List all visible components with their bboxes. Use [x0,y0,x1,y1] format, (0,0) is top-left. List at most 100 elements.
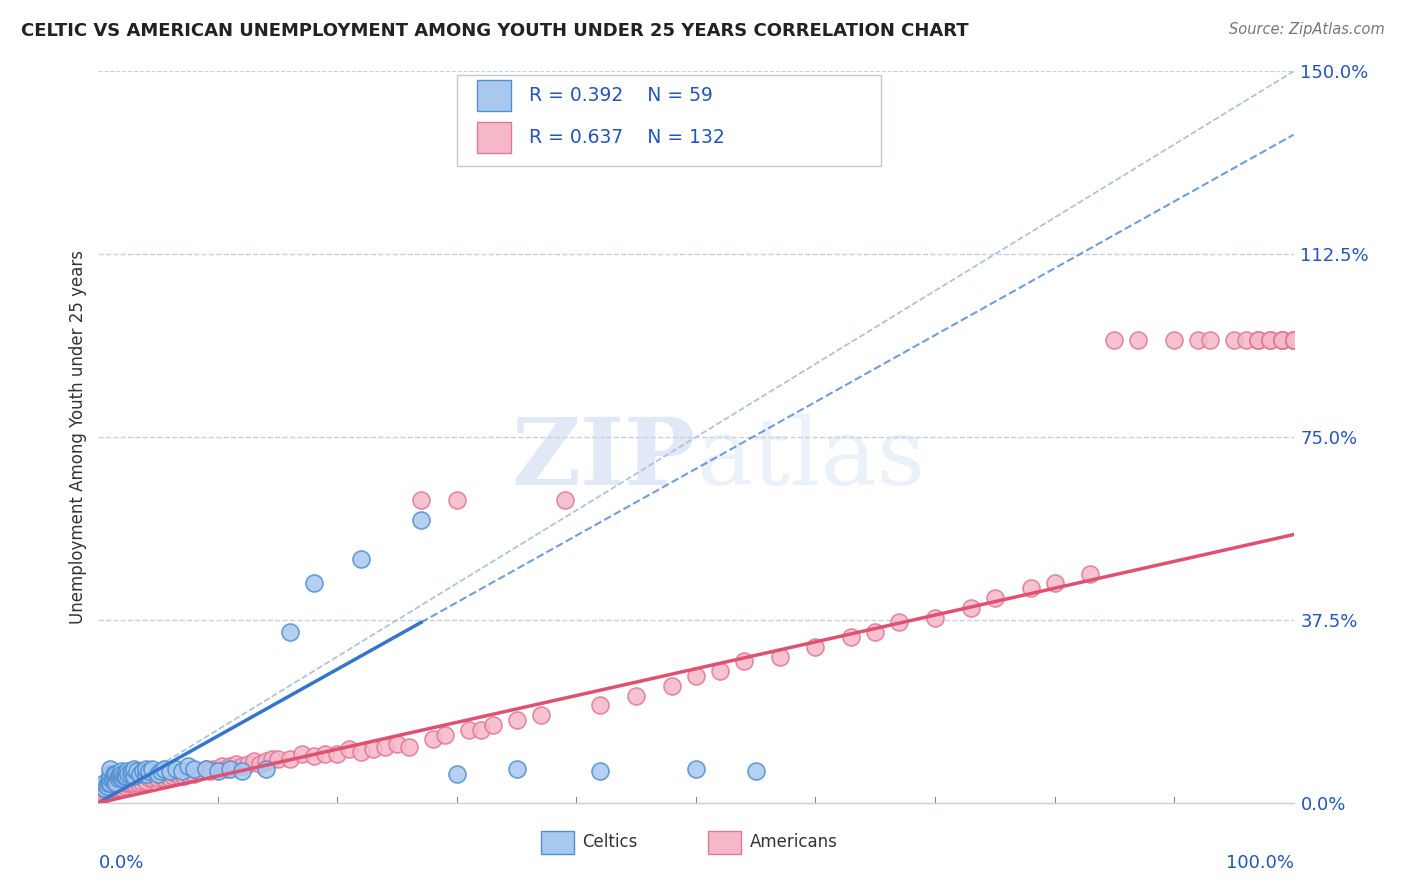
Point [865,625,887,640]
Point [132,772,155,786]
Point [215,762,238,776]
Point [254,762,277,776]
Point [219,762,242,776]
Point [1282,333,1305,347]
FancyBboxPatch shape [457,75,882,167]
Point [291,747,314,761]
Point [1271,333,1294,347]
Point [190,764,212,778]
Point [138,772,160,786]
Point [339,742,361,756]
Point [120,766,142,780]
Point [411,493,433,508]
Point [422,732,444,747]
Point [103,781,125,796]
Point [530,708,553,723]
Point [626,689,648,703]
Point [1019,581,1042,595]
Point [115,764,138,778]
Point [107,779,129,793]
Point [326,747,349,761]
Point [153,772,176,786]
Point [98,779,122,793]
Point [924,610,946,624]
Point [128,776,150,790]
Point [385,737,409,751]
Point [685,669,707,683]
Point [173,769,195,783]
Point [135,762,157,776]
Point [1247,333,1270,347]
Point [112,769,135,783]
Point [105,776,128,790]
Point [1282,333,1305,347]
Point [153,762,176,776]
Text: 0.0%: 0.0% [98,854,143,872]
Point [1282,333,1305,347]
Point [211,759,233,773]
Point [110,779,132,793]
Text: 100.0%: 100.0% [1226,854,1294,872]
Point [125,764,148,778]
Point [1128,333,1150,347]
Point [107,772,129,786]
Point [278,752,301,766]
Point [1282,333,1305,347]
Point [165,766,187,780]
Point [458,723,481,737]
Point [135,766,157,780]
Point [93,776,115,790]
Point [1282,333,1305,347]
Point [315,747,337,761]
Point [267,752,290,766]
Point [117,776,139,790]
Point [1104,333,1126,347]
Point [219,759,242,773]
Point [111,776,134,790]
Text: R = 0.392    N = 59: R = 0.392 N = 59 [529,86,713,104]
Point [159,764,181,778]
Point [98,773,121,788]
Point [225,756,247,771]
Point [506,762,529,776]
Point [207,762,229,776]
Point [107,781,129,796]
Point [1282,333,1305,347]
Point [103,766,125,780]
Point [149,764,172,778]
Bar [709,830,741,854]
Point [202,762,225,776]
Point [148,772,170,786]
Point [96,779,118,793]
Point [709,664,731,678]
Point [1271,333,1294,347]
Point [183,766,205,780]
Point [1258,333,1281,347]
Text: ZIP: ZIP [512,414,696,504]
Point [101,772,124,786]
Point [94,783,117,797]
Point [108,776,131,790]
Point [120,776,142,790]
Point [960,600,983,615]
Point [93,786,115,800]
Point [98,762,122,776]
Text: Americans: Americans [749,833,838,851]
Point [121,764,143,778]
Point [249,756,271,771]
Point [110,764,132,778]
Point [554,493,576,508]
Point [98,766,122,780]
FancyBboxPatch shape [477,80,510,111]
Point [1043,576,1066,591]
Point [124,776,146,790]
Point [180,764,202,778]
Point [141,762,163,776]
Point [183,762,205,776]
Point [374,739,396,754]
Point [98,781,121,796]
Point [470,723,492,737]
Point [1258,333,1281,347]
Point [768,649,790,664]
Point [1282,333,1305,347]
